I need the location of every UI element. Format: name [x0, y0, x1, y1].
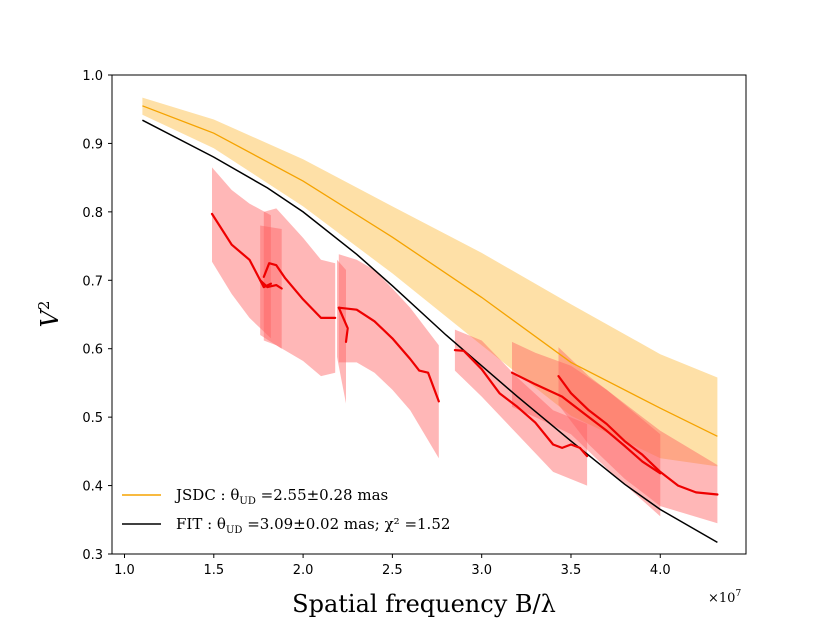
y-axis-label: V2: [35, 301, 64, 328]
y-axis-ticks: 0.3 0.4 0.5 0.6 0.7 0.8 0.9 1.0: [82, 69, 112, 563]
measured-line-3: [337, 306, 440, 403]
y-tick-label: 0.4: [82, 480, 103, 495]
y-axis-label-exponent: 2: [35, 301, 53, 311]
measured-line-2: [259, 279, 283, 290]
legend-jsdc-label: JSDC : θUD =2.55±0.28 mas: [174, 486, 388, 507]
y-tick-label: 0.8: [82, 206, 103, 221]
uncertainty-bands: [142, 97, 718, 524]
measured-line-1: [262, 262, 337, 319]
y-tick-label: 0.9: [82, 137, 103, 152]
measured-band-1: [263, 208, 336, 377]
x-scale-base: ×10: [708, 591, 735, 606]
measured-band-7: [558, 347, 718, 524]
series-lines: [142, 105, 719, 544]
plot-frame: [111, 74, 747, 555]
measured-line-7: [557, 375, 719, 496]
measured-line-5: [453, 349, 589, 458]
x-axis-ticks: 1.0 1.5 2.0 2.5 3.0 3.5 4.0: [114, 554, 671, 578]
legend: JSDC : θUD =2.55±0.28 mas FIT : θUD =3.0…: [122, 486, 450, 536]
jsdc-band: [142, 97, 718, 467]
x-axis-label: Spatial frequency B/λ: [292, 590, 556, 618]
y-tick-label: 0.7: [82, 274, 103, 289]
legend-fit-label: FIT : θUD =3.09±0.02 mas; χ² =1.52: [176, 515, 450, 536]
x-tick-label: 1.5: [203, 563, 224, 578]
x-tick-label: 4.0: [650, 563, 671, 578]
measured-line-4: [337, 306, 349, 343]
x-tick-label: 2.5: [382, 563, 403, 578]
y-tick-label: 0.5: [82, 411, 103, 426]
x-tick-label: 1.0: [114, 563, 135, 578]
measured-band-6: [512, 341, 661, 517]
jsdc-line: [142, 105, 718, 437]
y-tick-label: 1.0: [82, 69, 103, 84]
y-axis-label-base: V: [36, 307, 64, 327]
measured-band-5: [454, 329, 588, 486]
x-scale-exponent: 7: [735, 589, 741, 599]
y-tick-label: 0.6: [82, 343, 103, 358]
y-tick-label: 0.3: [82, 548, 103, 563]
x-scale-label: ×107: [708, 589, 741, 606]
x-tick-label: 3.0: [471, 563, 492, 578]
svg-text:V2: V2: [35, 301, 64, 328]
measured-band-3: [338, 254, 439, 459]
x-tick-label: 3.5: [561, 563, 582, 578]
measured-line-6: [510, 371, 662, 475]
x-tick-label: 2.0: [293, 563, 314, 578]
fit-line: [142, 119, 718, 544]
measured-band-4: [337, 259, 346, 404]
